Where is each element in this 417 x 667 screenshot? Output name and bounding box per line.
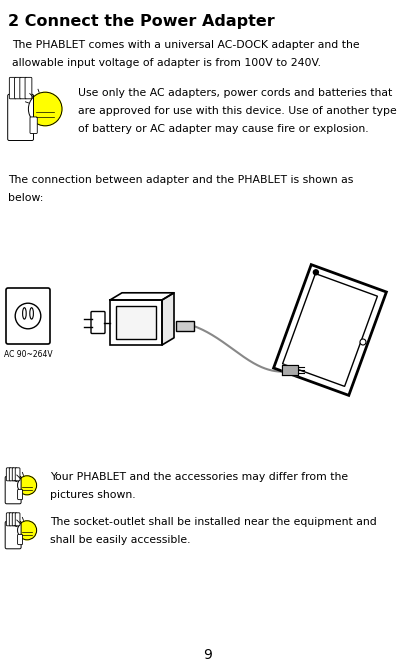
- FancyBboxPatch shape: [18, 490, 23, 500]
- Text: pictures shown.: pictures shown.: [50, 490, 136, 500]
- FancyBboxPatch shape: [176, 321, 194, 331]
- Polygon shape: [110, 293, 174, 300]
- Circle shape: [18, 521, 37, 540]
- FancyBboxPatch shape: [9, 77, 16, 99]
- Polygon shape: [274, 265, 387, 396]
- FancyBboxPatch shape: [15, 513, 20, 526]
- Polygon shape: [283, 273, 377, 386]
- FancyBboxPatch shape: [6, 513, 11, 526]
- FancyBboxPatch shape: [18, 534, 23, 545]
- FancyBboxPatch shape: [15, 468, 20, 481]
- FancyBboxPatch shape: [20, 77, 27, 99]
- FancyBboxPatch shape: [6, 468, 11, 481]
- FancyBboxPatch shape: [110, 300, 162, 345]
- FancyBboxPatch shape: [12, 513, 17, 526]
- FancyBboxPatch shape: [12, 468, 17, 481]
- FancyBboxPatch shape: [15, 77, 21, 99]
- Circle shape: [360, 339, 366, 345]
- FancyBboxPatch shape: [25, 77, 32, 99]
- FancyBboxPatch shape: [9, 468, 14, 481]
- FancyBboxPatch shape: [5, 476, 21, 504]
- Circle shape: [314, 269, 319, 275]
- Text: The PHABLET comes with a universal AC-DOCK adapter and the: The PHABLET comes with a universal AC-DO…: [12, 40, 359, 50]
- Circle shape: [28, 92, 62, 126]
- Ellipse shape: [30, 307, 33, 319]
- Text: Use only the AC adapters, power cords and batteries that: Use only the AC adapters, power cords an…: [78, 88, 392, 98]
- Ellipse shape: [23, 307, 26, 319]
- Text: The socket-outlet shall be installed near the equipment and: The socket-outlet shall be installed nea…: [50, 517, 377, 527]
- FancyBboxPatch shape: [9, 513, 14, 526]
- Text: 9: 9: [203, 648, 212, 662]
- Text: Your PHABLET and the accessories may differ from the: Your PHABLET and the accessories may dif…: [50, 472, 348, 482]
- Polygon shape: [162, 293, 174, 345]
- Circle shape: [18, 476, 37, 495]
- Text: The connection between adapter and the PHABLET is shown as: The connection between adapter and the P…: [8, 175, 353, 185]
- Text: 2 Connect the Power Adapter: 2 Connect the Power Adapter: [8, 14, 275, 29]
- Polygon shape: [282, 365, 298, 375]
- Text: are approved for use with this device. Use of another type: are approved for use with this device. U…: [78, 106, 397, 116]
- FancyBboxPatch shape: [8, 94, 33, 141]
- Text: shall be easily accessible.: shall be easily accessible.: [50, 535, 191, 545]
- FancyBboxPatch shape: [30, 117, 37, 133]
- Text: AC 90~264V: AC 90~264V: [4, 350, 52, 359]
- Text: allowable input voltage of adapter is from 100V to 240V.: allowable input voltage of adapter is fr…: [12, 58, 321, 68]
- FancyBboxPatch shape: [91, 311, 105, 334]
- FancyBboxPatch shape: [5, 522, 21, 549]
- FancyBboxPatch shape: [116, 306, 156, 339]
- Text: of battery or AC adapter may cause fire or explosion.: of battery or AC adapter may cause fire …: [78, 124, 369, 134]
- Text: below:: below:: [8, 193, 43, 203]
- FancyBboxPatch shape: [6, 288, 50, 344]
